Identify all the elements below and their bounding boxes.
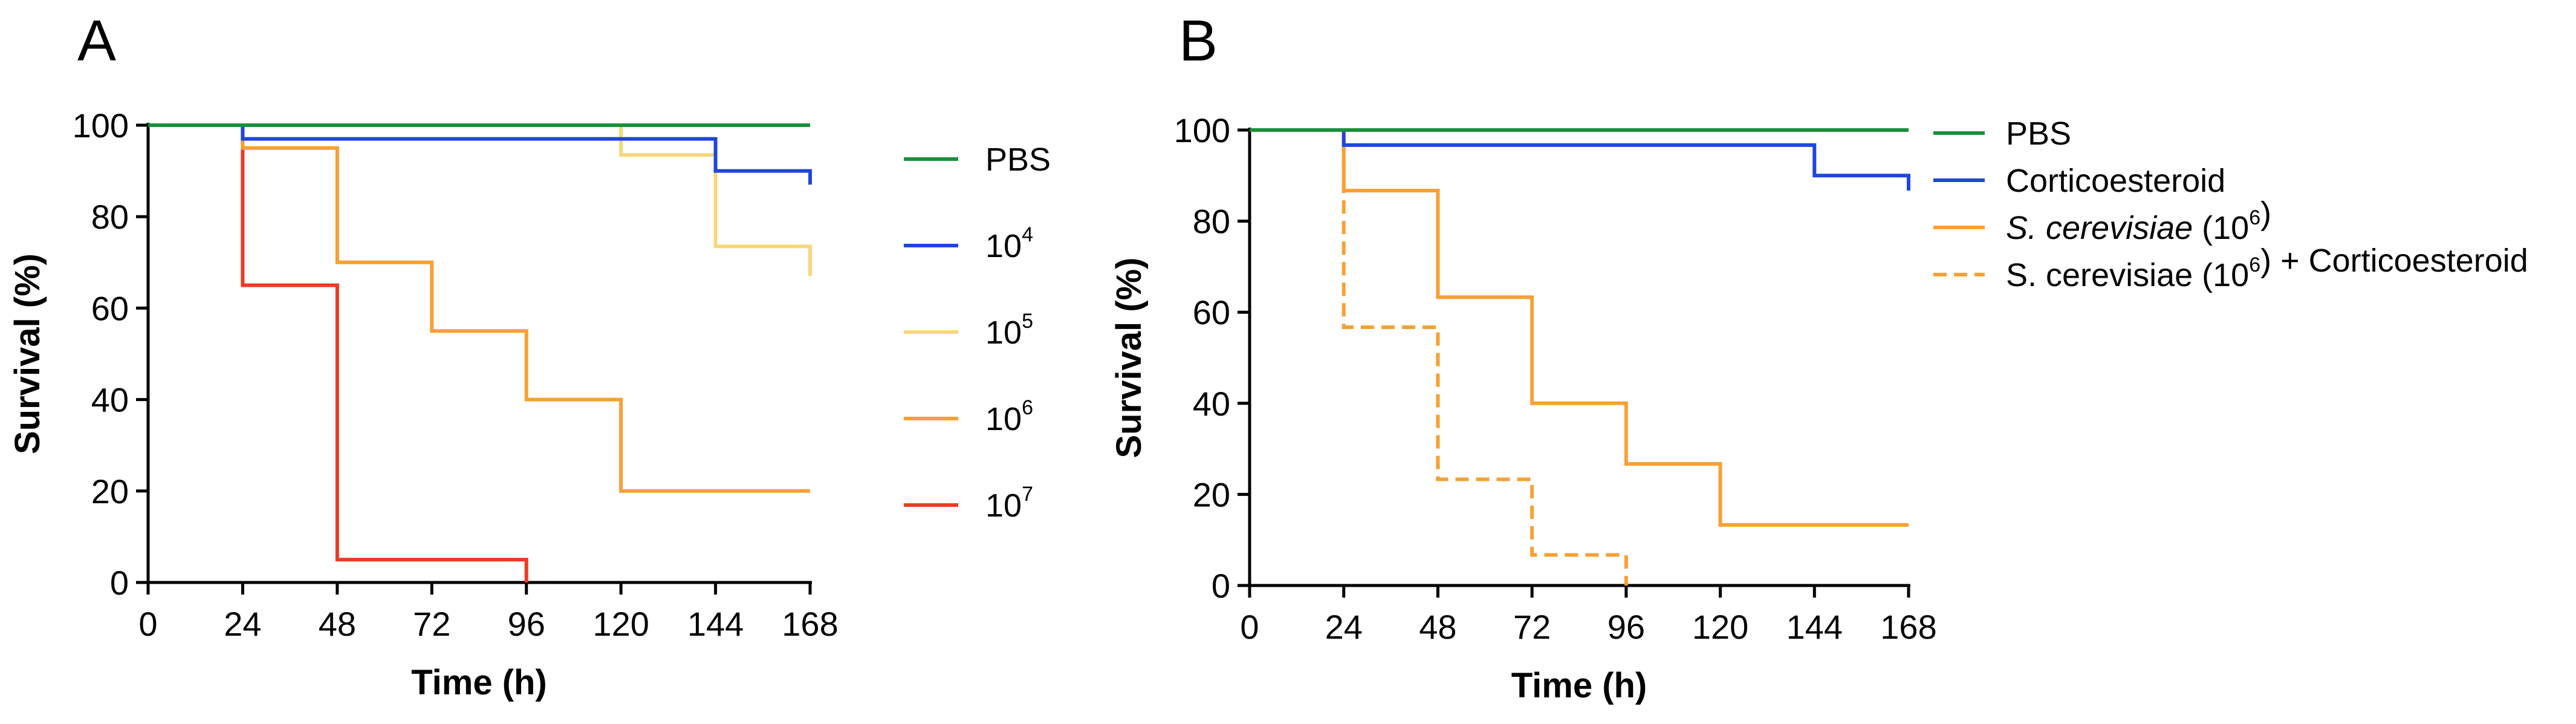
panel-a-x-tick-label: 96 <box>508 605 545 643</box>
panel-a: A 0 24 48 72 96 120 144 168 0 20 40 60 80 100 Time (h)… <box>8 8 1051 702</box>
panel-b-legend-label-part: 6 <box>2249 206 2260 229</box>
panel-b-legend-label-part: (10 <box>2193 210 2249 246</box>
panel-a-legend-label-exponent: 5 <box>1022 310 1033 333</box>
panel-a-legend-label-3: 105 <box>985 310 1033 351</box>
panel-b-legend-label-2: Corticoesteroid <box>2006 163 2225 199</box>
panel-a-legend-label-base: 10 <box>985 401 1022 437</box>
panel-b-series-line-2 <box>1250 128 1910 191</box>
panel-a-legend-label-base: PBS <box>985 142 1051 178</box>
panel-b-y-tick-label: 20 <box>1193 475 1230 514</box>
panel-a-x-tick-label: 120 <box>592 605 649 643</box>
panel-b-series-line-4 <box>1250 128 1628 585</box>
panel-b-x-tick-label: 96 <box>1608 608 1645 646</box>
panel-b-y-axis-title: Survival (%) <box>1109 258 1149 458</box>
panel-b-legend-label-part: ) <box>2260 195 2271 232</box>
panel-a-legend-label-exponent: 7 <box>1022 483 1033 506</box>
panel-b-y-tick-label: 0 <box>1212 567 1230 605</box>
panel-a-y-tick-label: 20 <box>91 472 129 510</box>
panel-b-x-tick-label: 24 <box>1325 608 1363 646</box>
panel-b-legend-label-part: PBS <box>2006 116 2071 152</box>
panel-b-legend-label-part: S. cerevisiae (10 <box>2006 257 2249 293</box>
panel-a-x-tick-label: 24 <box>224 605 261 643</box>
panel-b-x-axis-title: Time (h) <box>1511 666 1647 705</box>
panel-a-y-tick-label: 100 <box>73 106 129 145</box>
panel-b-y-tick-label: 40 <box>1193 385 1230 423</box>
panel-b-legend-label-part: S. cerevisiae <box>2006 210 2193 246</box>
panel-a-y-axis-title: Survival (%) <box>8 253 47 454</box>
panel-b-x-tick-label: 48 <box>1419 608 1456 646</box>
panel-a-y-tick-label: 0 <box>110 564 129 602</box>
panel-b-letter: B <box>1179 8 1218 73</box>
panel-b-y-tick-label: 100 <box>1174 111 1230 149</box>
panel-a-x-axis-title: Time (h) <box>411 663 547 702</box>
panel-b-legend-label-part: ) + Corticoesteroid <box>2260 243 2528 279</box>
panel-a-legend-label-exponent: 6 <box>1022 396 1033 419</box>
panel-a-letter: A <box>77 8 116 73</box>
panel-b-y-tick-label: 60 <box>1193 293 1230 331</box>
panel-a-y-tick-label: 40 <box>91 381 129 419</box>
panel-b-series-line-3 <box>1250 128 1909 527</box>
panel-a-x-tick-label: 0 <box>138 605 157 643</box>
panel-a-legend-label-exponent: 4 <box>1022 223 1033 246</box>
panel-b-legend-label-3: S. cerevisiae (106) <box>2006 195 2271 246</box>
panel-b-x-tick-label: 144 <box>1786 608 1843 646</box>
panel-a-legend-label-1: PBS <box>985 142 1051 178</box>
panel-a-x-tick-label: 168 <box>782 605 838 643</box>
panel-a-legend-label-base: 10 <box>985 228 1022 264</box>
panel-b-legend-label-part: Corticoesteroid <box>2006 163 2225 199</box>
panel-a-y-tick-label: 80 <box>91 198 129 236</box>
panel-b: B 0 24 48 72 96 120 144 168 0 20 40 60 80 100 Time (h)… <box>1109 8 2528 705</box>
panel-b-x-tick-label: 168 <box>1880 608 1936 646</box>
panel-b-x-tick-label: 120 <box>1692 608 1748 646</box>
panel-b-legend-label-1: PBS <box>2006 116 2071 152</box>
panel-a-x-tick-label: 72 <box>413 605 450 643</box>
panel-b-legend-label-4: S. cerevisiae (106) + Corticoesteroid <box>2006 243 2528 293</box>
panel-a-x-tick-label: 144 <box>687 605 744 643</box>
panel-a-series-line-4 <box>148 123 810 493</box>
panel-b-x-tick-label: 0 <box>1240 608 1259 646</box>
panel-a-y-tick-label: 60 <box>91 289 129 327</box>
panel-a-legend-label-4: 106 <box>985 396 1033 437</box>
panel-a-legend-label-base: 10 <box>985 488 1022 524</box>
panel-a-legend-label-base: 10 <box>985 315 1022 351</box>
panel-b-x-tick-label: 72 <box>1513 608 1551 646</box>
panel-a-x-tick-label: 48 <box>319 605 356 643</box>
panel-b-y-tick-label: 80 <box>1193 203 1230 241</box>
panel-a-legend-label-5: 107 <box>985 483 1033 524</box>
panel-a-legend-label-2: 104 <box>985 223 1033 264</box>
panel-b-legend-label-part: 6 <box>2249 253 2260 276</box>
